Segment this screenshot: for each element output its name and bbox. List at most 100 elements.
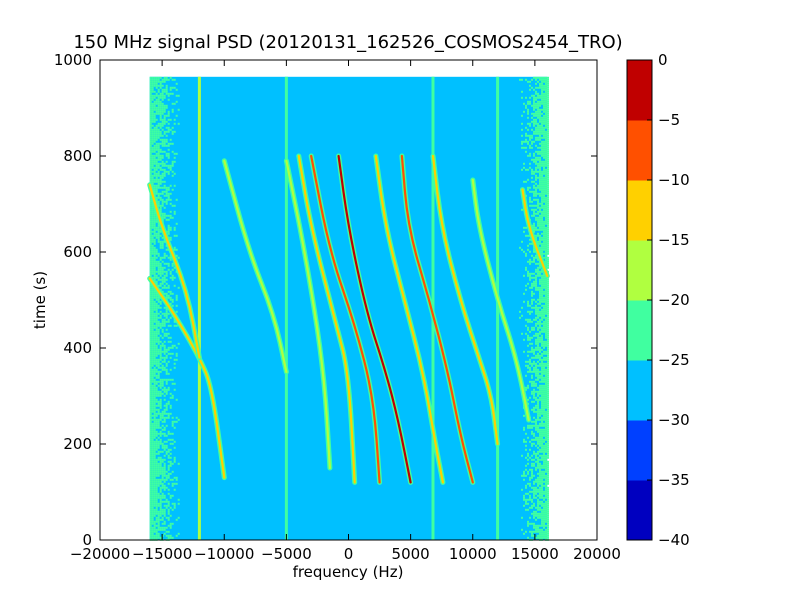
noise-pixel (163, 122, 166, 125)
noise-pixel (149, 318, 152, 321)
noise-pixel (159, 206, 162, 209)
noise-pixel (169, 524, 172, 527)
noise-pixel (533, 390, 535, 393)
noise-pixel (547, 312, 549, 315)
noise-pixel (529, 262, 531, 265)
noise-pixel (155, 534, 158, 537)
noise-pixel (159, 244, 162, 247)
noise-pixel (165, 254, 168, 257)
noise-pixel (163, 162, 166, 165)
noise-pixel (153, 116, 156, 119)
noise-pixel (543, 226, 545, 229)
noise-pixel (547, 160, 549, 163)
noise-pixel (163, 386, 166, 389)
noise-pixel (157, 200, 160, 203)
noise-pixel (159, 378, 162, 381)
noise-pixel (149, 286, 152, 289)
noise-pixel (149, 238, 152, 241)
noise-pixel (157, 128, 160, 131)
noise-pixel (167, 536, 170, 539)
noise-pixel (535, 364, 537, 367)
noise-pixel (545, 326, 547, 329)
noise-pixel (539, 330, 541, 333)
noise-pixel (547, 370, 549, 373)
noise-pixel (167, 460, 170, 463)
noise-pixel (531, 506, 533, 509)
noise-pixel (149, 330, 152, 333)
noise-pixel (167, 450, 170, 453)
noise-pixel (547, 328, 549, 331)
noise-pixel (163, 520, 166, 523)
noise-pixel (543, 182, 545, 185)
noise-pixel (151, 458, 154, 461)
noise-pixel (527, 318, 529, 321)
noise-pixel (149, 474, 152, 477)
noise-pixel (547, 210, 549, 213)
noise-pixel (171, 278, 174, 281)
noise-pixel (541, 518, 543, 521)
noise-pixel (157, 80, 160, 83)
signal-trace (297, 154, 356, 484)
noise-pixel (149, 336, 152, 339)
noise-pixel (543, 320, 545, 323)
noise-pixel (151, 140, 154, 143)
noise-pixel (543, 102, 545, 105)
noise-pixel (537, 400, 539, 403)
noise-pixel (543, 290, 545, 293)
noise-pixel (547, 426, 549, 429)
noise-pixel (545, 328, 547, 331)
noise-pixel (159, 316, 162, 319)
noise-pixel (153, 330, 156, 333)
noise-pixel (153, 348, 156, 351)
noise-pixel (527, 334, 529, 337)
noise-pixel (535, 300, 537, 303)
noise-pixel (149, 516, 152, 519)
noise-pixel (171, 462, 174, 465)
noise-pixel (533, 458, 535, 461)
noise-pixel (543, 170, 545, 173)
noise-pixel (153, 158, 156, 161)
noise-pixel (169, 346, 172, 349)
noise-pixel (171, 92, 174, 95)
noise-pixel (545, 144, 547, 147)
noise-pixel (175, 346, 178, 349)
noise-pixel (533, 154, 535, 157)
noise-pixel (155, 294, 158, 297)
noise-pixel (161, 412, 164, 415)
noise-pixel (169, 460, 172, 463)
noise-pixel (155, 274, 158, 277)
noise-pixel (537, 346, 539, 349)
noise-pixel (155, 106, 158, 109)
noise-pixel (543, 178, 545, 181)
colorbar-segment (627, 240, 652, 301)
noise-pixel (153, 362, 156, 365)
noise-pixel (155, 354, 158, 357)
noise-pixel (167, 336, 170, 339)
noise-pixel (157, 400, 160, 403)
noise-pixel (531, 348, 533, 351)
noise-pixel (535, 216, 537, 219)
noise-pixel (149, 256, 152, 259)
noise-pixel (547, 286, 549, 289)
noise-pixel (527, 274, 529, 277)
noise-pixel (531, 104, 533, 107)
noise-pixel (529, 490, 531, 493)
noise-pixel (537, 412, 539, 415)
noise-pixel (177, 462, 180, 465)
noise-pixel (149, 388, 152, 391)
noise-pixel (545, 134, 547, 137)
noise-pixel (547, 490, 549, 493)
noise-pixel (533, 228, 535, 231)
noise-pixel (539, 96, 541, 99)
noise-pixel (159, 198, 162, 201)
noise-pixel (547, 212, 549, 215)
chart-title: 150 MHz signal PSD (20120131_162526_COSM… (73, 32, 622, 53)
noise-pixel (169, 118, 172, 121)
noise-pixel (525, 234, 527, 237)
noise-pixel (155, 298, 158, 301)
noise-pixel (541, 484, 543, 487)
noise-pixel (155, 466, 158, 469)
noise-pixel (155, 350, 158, 353)
noise-pixel (543, 88, 545, 91)
noise-pixel (541, 128, 543, 131)
